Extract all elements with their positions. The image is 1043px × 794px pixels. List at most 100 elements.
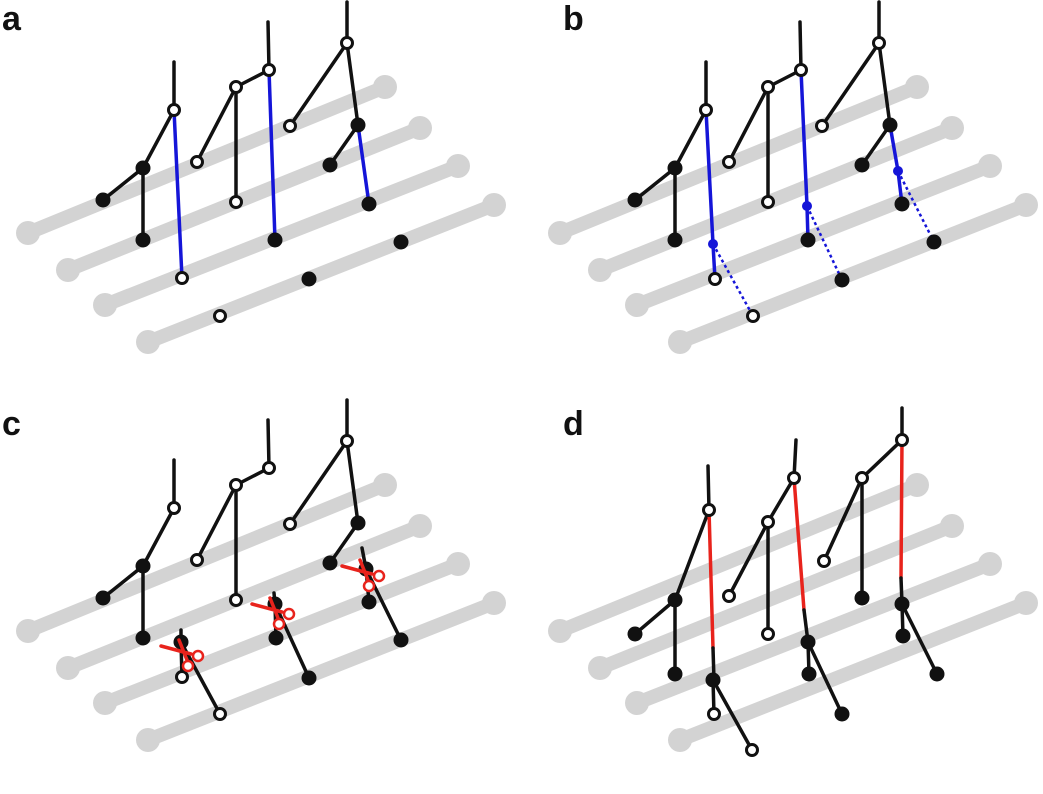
filled-node	[802, 201, 812, 211]
filled-node	[926, 234, 942, 250]
edge	[101, 564, 145, 600]
filled-node	[708, 239, 718, 249]
scissors-blade	[340, 564, 374, 576]
blue-connector	[799, 68, 809, 208]
scissors-icon	[250, 596, 296, 631]
open-node	[229, 195, 243, 209]
strand-end	[548, 619, 572, 643]
strand-end	[56, 656, 80, 680]
red-connector	[792, 476, 806, 612]
edge	[266, 418, 271, 470]
strand-end	[625, 293, 649, 317]
filled-node	[268, 630, 284, 646]
panel-b: b	[548, 0, 1038, 354]
dna-strand	[141, 596, 501, 747]
strand-end	[482, 193, 506, 217]
open-node	[283, 119, 297, 133]
filled-node	[894, 196, 910, 212]
filled-node	[95, 590, 111, 606]
scissors-icon	[340, 558, 386, 593]
panel-d: d	[548, 405, 1038, 757]
dotted-connector	[805, 205, 844, 281]
filled-node	[882, 117, 898, 133]
scissors-handle	[282, 607, 296, 621]
open-node	[340, 36, 354, 50]
edge	[345, 41, 360, 127]
scissors-blade	[177, 638, 189, 662]
filled-node	[894, 596, 910, 612]
dna-strand	[593, 519, 959, 675]
edge	[328, 521, 360, 565]
strand-end	[940, 514, 964, 538]
edge	[266, 20, 271, 72]
strand-end	[16, 619, 40, 643]
edge	[727, 85, 770, 164]
dna-strand	[98, 159, 465, 312]
open-node	[229, 80, 243, 94]
strand-end	[93, 691, 117, 715]
panel-a: a	[2, 0, 506, 354]
strand-end	[408, 116, 432, 140]
strand-end	[446, 154, 470, 178]
edge	[633, 598, 677, 636]
open-node	[722, 589, 736, 603]
open-node	[815, 119, 829, 133]
strand-end	[373, 473, 397, 497]
strand-end	[588, 656, 612, 680]
edge	[195, 85, 238, 164]
scissors-handle	[362, 579, 376, 593]
open-node	[167, 103, 181, 117]
strand-end	[668, 330, 692, 354]
filled-node	[801, 666, 817, 682]
open-node	[340, 434, 354, 448]
blue-connector	[267, 68, 277, 242]
strand-end	[136, 728, 160, 752]
filled-node	[350, 515, 366, 531]
strand-end	[408, 514, 432, 538]
panel-label: c	[2, 405, 21, 443]
filled-node	[393, 234, 409, 250]
dotted-connector	[896, 170, 936, 243]
filled-node	[95, 192, 111, 208]
filled-node	[893, 166, 903, 176]
open-node	[229, 593, 243, 607]
strand-end	[588, 258, 612, 282]
edge	[345, 439, 360, 525]
open-node	[262, 461, 276, 475]
filled-node	[929, 666, 945, 682]
open-node	[190, 155, 204, 169]
dna-strand	[21, 478, 392, 638]
panel-c: c	[2, 398, 506, 752]
strands	[16, 473, 506, 752]
dna-strand	[673, 596, 1033, 747]
edge	[820, 41, 881, 128]
filled-node	[667, 160, 683, 176]
strand-end	[905, 473, 929, 497]
filled-node	[361, 196, 377, 212]
edge	[860, 123, 892, 167]
filled-node	[350, 117, 366, 133]
dna-strand	[630, 557, 997, 710]
blue-connector	[888, 123, 900, 173]
open-node	[213, 707, 227, 721]
blue-connector	[356, 123, 371, 206]
dna-strand	[21, 80, 392, 240]
open-node	[262, 63, 276, 77]
open-node	[167, 501, 181, 515]
open-node	[707, 707, 721, 721]
dna-strand	[673, 198, 1033, 349]
edge	[806, 640, 844, 716]
open-node	[175, 670, 189, 684]
filled-node	[667, 232, 683, 248]
dna-strand	[553, 80, 924, 240]
edge	[328, 123, 360, 167]
strand-end	[1014, 591, 1038, 615]
filled-node	[667, 592, 683, 608]
edge	[141, 506, 176, 568]
edge	[822, 476, 864, 563]
open-node	[761, 80, 775, 94]
strand-end	[373, 75, 397, 99]
filled-node	[800, 232, 816, 248]
filled-node	[135, 630, 151, 646]
